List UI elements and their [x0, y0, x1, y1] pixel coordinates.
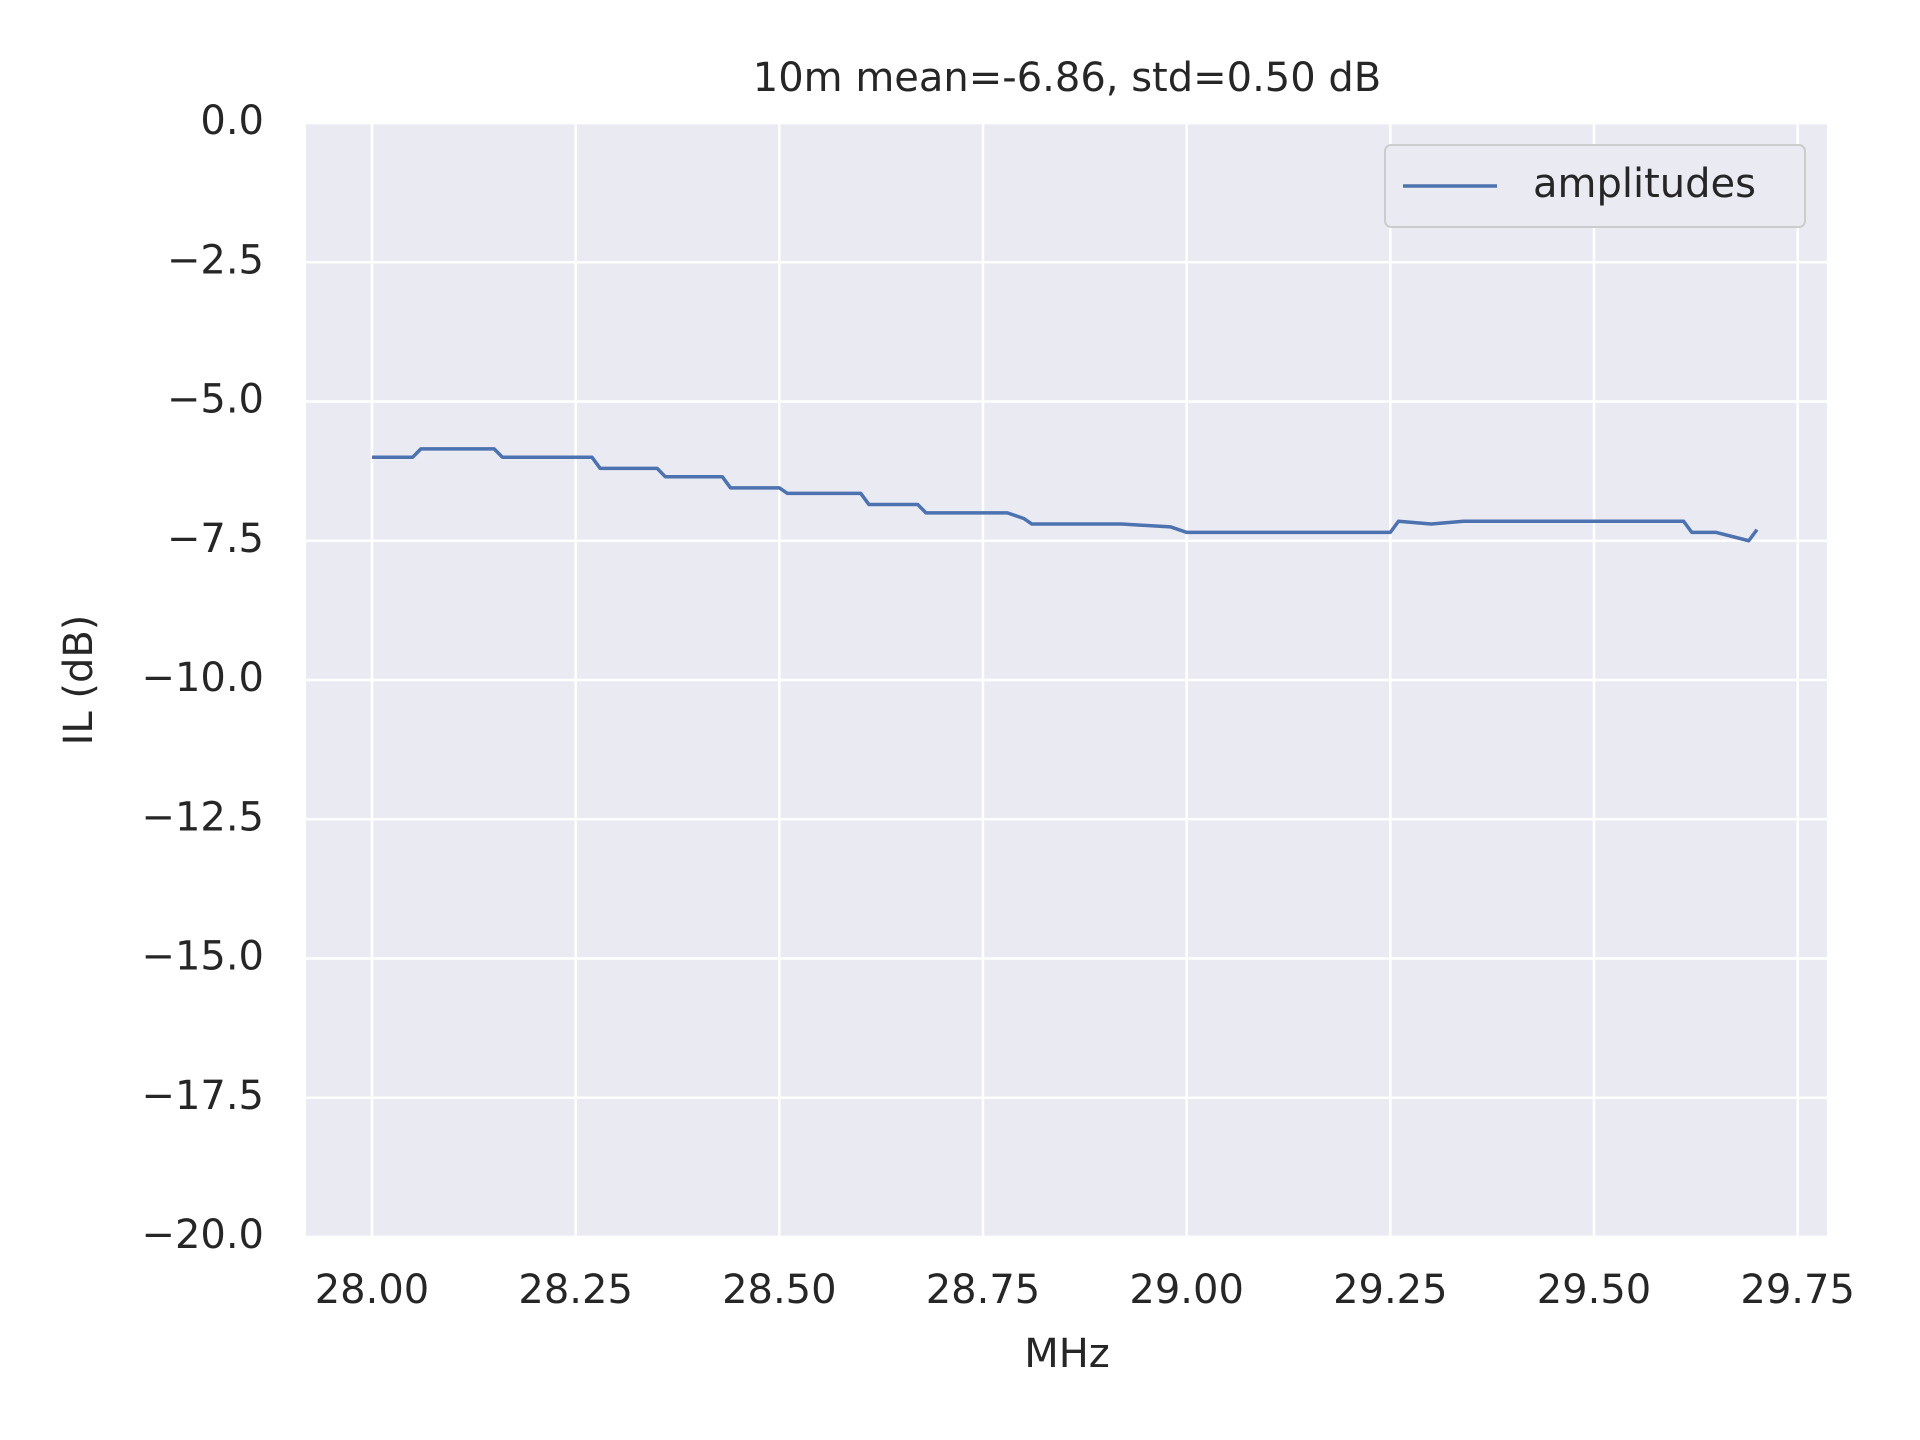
legend-box: [1384, 144, 1806, 228]
x-tick-label: 28.00: [315, 1267, 430, 1313]
line-series: [371, 447, 1759, 543]
y-tick-label: 0.0: [200, 98, 264, 144]
y-axis-label: IL (dB): [56, 615, 102, 746]
x-tick-label: 28.50: [722, 1267, 837, 1313]
x-tick-label: 29.50: [1537, 1267, 1652, 1313]
y-tick-label: −10.0: [141, 655, 264, 701]
x-tick-label: 28.75: [926, 1267, 1041, 1313]
x-tick-label: 29.75: [1740, 1267, 1855, 1313]
legend-label: amplitudes: [1533, 161, 1756, 207]
x-axis-label: MHz: [1024, 1331, 1110, 1377]
y-tick-label: −5.0: [167, 377, 264, 423]
x-tick-label: 28.25: [518, 1267, 633, 1313]
y-tick-label: −17.5: [141, 1073, 264, 1119]
x-tick-label: 29.25: [1333, 1267, 1448, 1313]
x-tick-label: 29.00: [1129, 1267, 1244, 1313]
y-tick-label: −12.5: [141, 794, 264, 840]
y-tick-label: −15.0: [141, 934, 264, 980]
y-tick-label: −20.0: [141, 1212, 264, 1258]
y-tick-label: −2.5: [167, 237, 264, 283]
chart-title: 10m mean=-6.86, std=0.50 dB: [753, 55, 1382, 101]
y-tick-label: −7.5: [167, 516, 264, 562]
